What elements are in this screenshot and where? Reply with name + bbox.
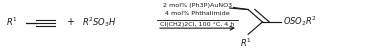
Text: 4 mol% Phthalimide: 4 mol% Phthalimide [165,11,230,16]
Text: $R^1$: $R^1$ [240,37,252,49]
Text: $R^1$: $R^1$ [6,16,18,28]
Text: $R^{2}SO_{3}H$: $R^{2}SO_{3}H$ [82,15,116,29]
Text: +: + [67,17,74,27]
Text: $OSO_2R^2$: $OSO_2R^2$ [283,14,317,28]
Text: 2 mol% (Ph3P)AuNO3: 2 mol% (Ph3P)AuNO3 [163,3,232,8]
Text: Cl(CH2)2Cl, 100 °C, 4 h: Cl(CH2)2Cl, 100 °C, 4 h [160,22,235,27]
